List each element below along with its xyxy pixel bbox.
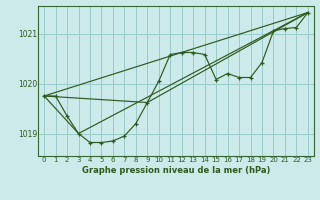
X-axis label: Graphe pression niveau de la mer (hPa): Graphe pression niveau de la mer (hPa) (82, 166, 270, 175)
